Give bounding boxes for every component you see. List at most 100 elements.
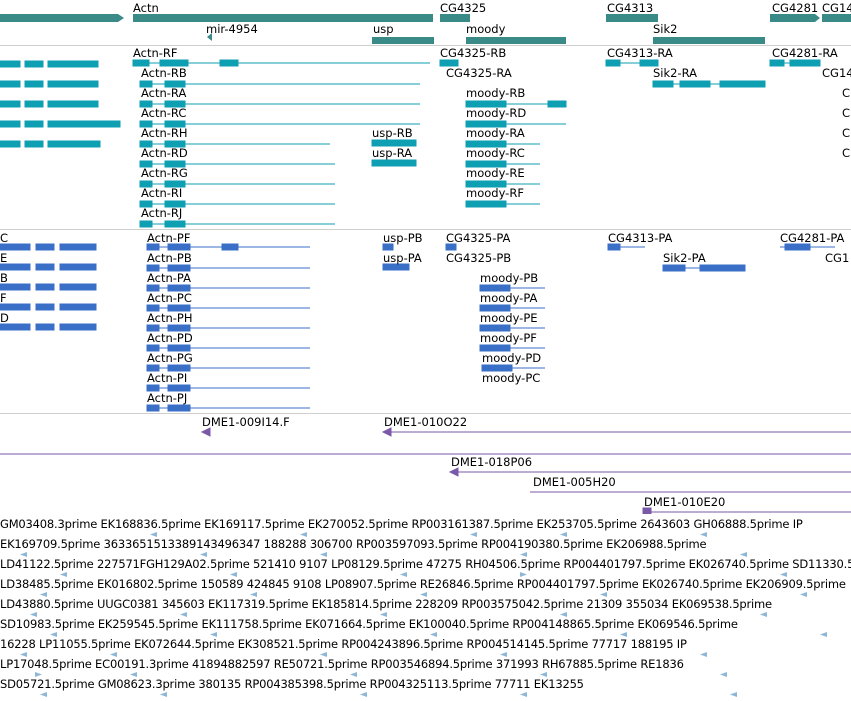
est-row[interactable]: SD05721.5prime GM08623.3prime 380135 RP0… [0,677,584,691]
transcript-label[interactable]: moody-RF [466,186,524,200]
transcript-label[interactable]: CG4313-PA [608,231,673,245]
left-edge-transcripts [0,60,121,148]
bac-label[interactable]: DME1-009I14.F [202,415,290,429]
transcript-label[interactable]: F [0,291,7,305]
transcript-label[interactable]: moody-RE [466,166,525,180]
transcript-label[interactable]: Actn-RB [141,66,187,80]
bac-label[interactable]: DME1-010O22 [384,415,468,429]
transcript-label[interactable]: CG14 [822,66,851,80]
transcript-label[interactable]: usp-RA [372,146,413,160]
track-separator [0,229,851,230]
transcript-label[interactable]: Actn-PD [147,331,193,345]
transcript-label[interactable]: Actn-RG [141,166,188,180]
transcript-label[interactable]: usp-PA [383,251,422,265]
transcript-label[interactable]: moody-PF [480,331,537,345]
transcript-label[interactable]: Actn-PC [147,291,192,305]
est-row[interactable]: SD10983.5prime EK259545.5prime EK111758.… [0,617,738,631]
gene-label[interactable]: usp [373,22,394,36]
transcript-label[interactable]: B [0,271,8,285]
transcript-label[interactable]: moody-PC [482,371,541,385]
transcript-label[interactable]: CG4325-PB [446,251,512,265]
gene-bar [770,14,820,22]
est-row[interactable]: GM03408.3prime EK168836.5prime EK169117.… [0,517,803,531]
gene-bar [133,14,433,22]
est-row-glyphs [0,532,851,538]
transcript-label[interactable]: C [842,86,851,100]
gene-bar [372,37,434,44]
est-row-glyphs [0,632,851,638]
gene-label[interactable]: moody [466,22,506,36]
gene-bar [653,37,765,44]
track-separator [0,413,851,414]
transcript-label[interactable]: moody-PD [482,351,542,365]
est-row[interactable]: LD41122.5prime 227571FGH129A02.5prime 52… [0,557,851,571]
transcript-label[interactable]: Actn-RI [141,186,183,200]
est-row-glyphs [0,592,851,598]
transcript-label[interactable]: Sik2-RA [653,66,698,80]
track-separator [0,45,851,46]
transcript-label[interactable]: E [0,251,8,265]
transcript-label[interactable]: CG4281-RA [772,46,838,60]
transcript-label[interactable]: moody-PA [480,291,538,305]
transcript-label[interactable]: CG4313-RA [607,46,673,60]
transcript-label[interactable]: moody-RC [466,146,525,160]
transcript-label[interactable]: Actn-PF [147,231,191,245]
est-row[interactable]: 16228 LP11055.5prime EK072644.5prime EK3… [0,637,687,651]
gene-label[interactable]: CG4281 [772,1,819,15]
transcript-label[interactable]: C [842,126,851,140]
transcript-label[interactable]: usp-PB [383,231,423,245]
gene-bar [440,14,470,22]
transcript-label[interactable]: Actn-PJ [147,391,188,405]
transcript-label[interactable]: Actn-RC [141,106,187,120]
transcript-label[interactable]: CG4325-PA [446,231,511,245]
gene-label[interactable]: CG4325 [440,1,487,15]
transcript-label[interactable]: moody-PE [480,311,538,325]
transcript-label[interactable]: Sik2-PA [663,251,706,265]
est-row-glyphs [0,652,851,658]
gene-bar [606,14,658,22]
transcript-label[interactable]: C [842,106,851,120]
transcript-label[interactable]: CG4281-PA [780,231,845,245]
est-row-glyphs [0,552,851,558]
transcript-label[interactable]: Actn-PB [147,251,192,265]
est-row[interactable]: LD38485.5prime EK016802.5prime 150589 42… [0,577,846,591]
transcript-label[interactable]: usp-RB [372,126,413,140]
est-row[interactable]: EK169709.5prime 3633651513389143496347 1… [0,537,707,551]
gene-bar [207,33,212,41]
gene-label[interactable]: CG4313 [607,1,654,15]
transcript-label[interactable]: Actn-PH [147,311,193,325]
transcript-label[interactable]: Actn-PA [147,271,192,285]
transcript-label[interactable]: Actn-RF [133,46,178,60]
transcript-label[interactable]: moody-PB [480,271,539,285]
est-row[interactable]: LD43880.5prime UUGC0381 345603 EK117319.… [0,597,772,611]
bac-label[interactable]: DME1-018P06 [451,455,533,469]
transcript-label[interactable]: CG1 [825,251,850,265]
transcript-track-1-glyphs [0,59,821,228]
transcript-label[interactable]: D [0,311,9,325]
est-row-glyphs [0,612,851,618]
transcript-label[interactable]: Actn-RH [141,126,188,140]
gene-label[interactable]: Actn [133,1,159,15]
transcript-label[interactable]: Actn-RD [141,146,188,160]
gene-label[interactable]: mir-4954 [206,22,258,36]
gene-label[interactable]: Sik2 [653,22,678,36]
transcript-label[interactable]: Actn-PG [147,351,193,365]
bac-label[interactable]: DME1-010E20 [644,495,726,509]
transcript-label[interactable]: Actn-RJ [141,206,183,220]
transcript-label[interactable]: CG4325-RA [446,66,512,80]
transcript-label[interactable]: C [842,146,851,160]
transcript-label[interactable]: Actn-RA [141,86,187,100]
actn-transcripts [132,59,430,228]
transcript-label[interactable]: moody-RB [466,86,526,100]
gene-track-glyphs [0,14,851,44]
bac-label[interactable]: DME1-005H20 [533,475,616,489]
transcript-track-2-glyphs [0,243,835,412]
est-row[interactable]: LP17048.5prime EC00191.3prime 4189488259… [0,657,684,671]
transcript-label[interactable]: CG4325-RB [440,46,507,60]
transcript-label[interactable]: moody-RD [466,106,527,120]
gene-label[interactable]: CG14 [822,1,851,15]
transcript-label[interactable]: C [0,231,9,245]
transcript-label[interactable]: moody-RA [466,126,525,140]
transcript-label[interactable]: Actn-PI [147,371,188,385]
